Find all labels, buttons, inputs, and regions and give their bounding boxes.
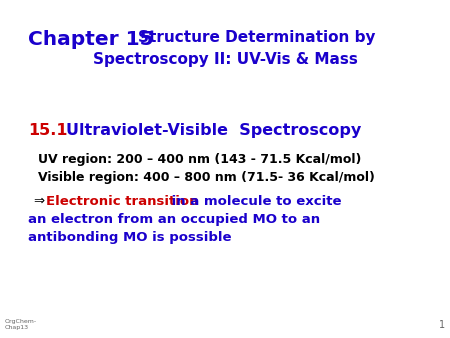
Text: Chapter 15: Chapter 15 <box>28 30 153 49</box>
Text: 1: 1 <box>439 320 445 330</box>
Text: Visible region: 400 – 800 nm (71.5- 36 Kcal/mol): Visible region: 400 – 800 nm (71.5- 36 K… <box>38 171 375 184</box>
Text: 15.1: 15.1 <box>28 123 68 138</box>
Text: Ultraviolet-Visible  Spectroscopy: Ultraviolet-Visible Spectroscopy <box>66 123 361 138</box>
Text: ⇒: ⇒ <box>33 195 44 208</box>
Text: an electron from an occupied MO to an: an electron from an occupied MO to an <box>28 213 320 226</box>
Text: UV region: 200 – 400 nm (143 - 71.5 Kcal/mol): UV region: 200 – 400 nm (143 - 71.5 Kcal… <box>38 153 361 166</box>
Text: in a molecule to excite: in a molecule to excite <box>167 195 342 208</box>
Text: Electronic transition: Electronic transition <box>46 195 198 208</box>
Text: antibonding MO is possible: antibonding MO is possible <box>28 231 231 244</box>
Text: Structure Determination by: Structure Determination by <box>138 30 375 45</box>
Text: Spectroscopy II: UV-Vis & Mass: Spectroscopy II: UV-Vis & Mass <box>93 52 357 67</box>
Text: OrgChem-
Chap13: OrgChem- Chap13 <box>5 319 37 330</box>
